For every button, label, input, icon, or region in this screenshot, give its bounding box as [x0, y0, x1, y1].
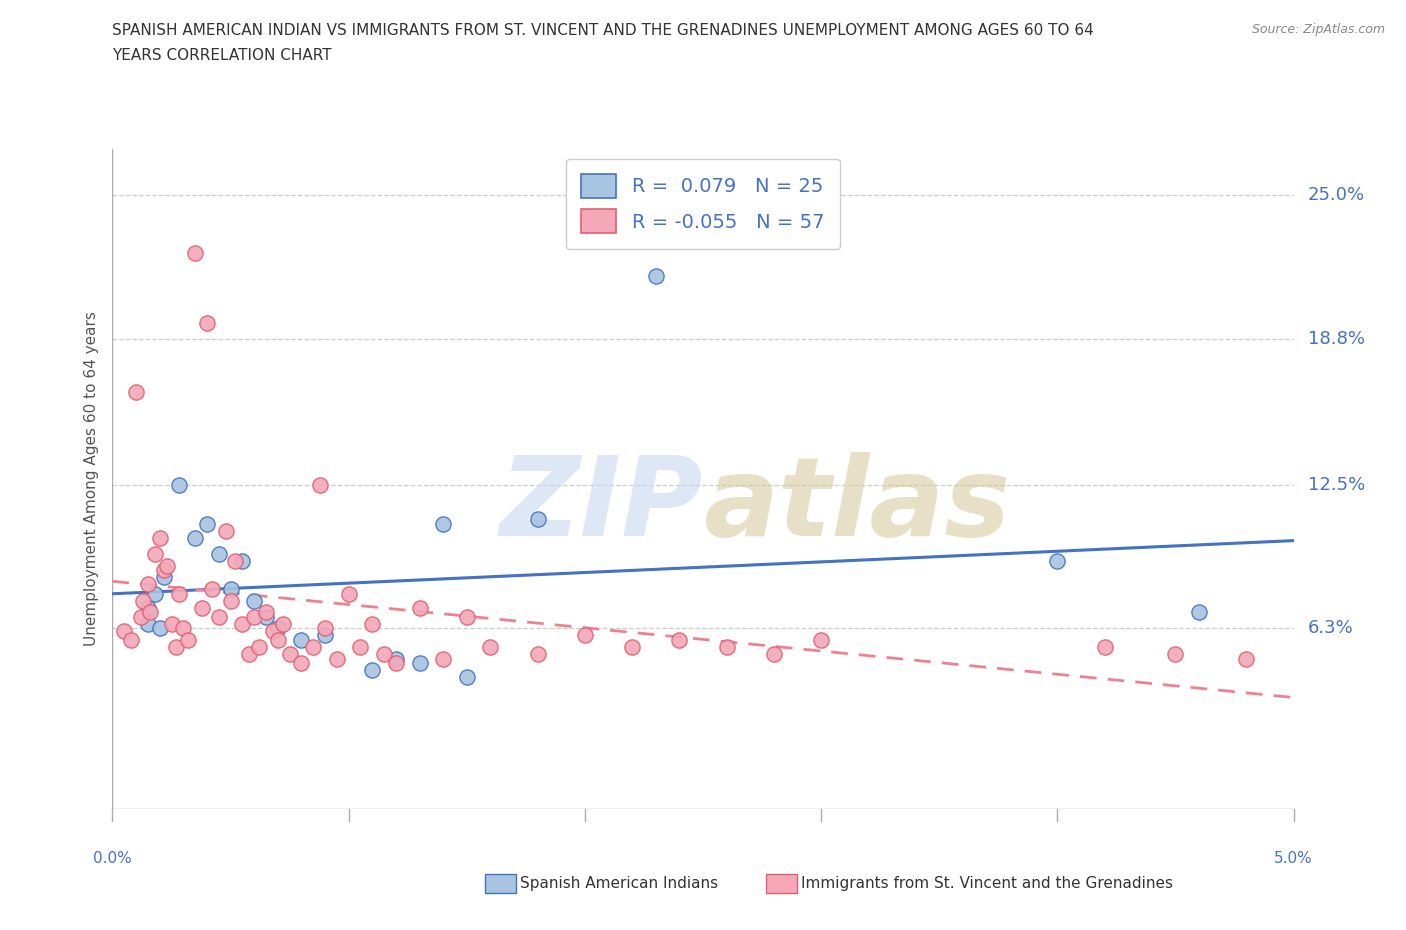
Text: 25.0%: 25.0% [1308, 186, 1365, 205]
Point [219, 581, 242, 596]
Point [479, 640, 502, 655]
Text: Source: ZipAtlas.com: Source: ZipAtlas.com [1251, 23, 1385, 36]
Point [314, 628, 336, 643]
Point [267, 621, 290, 636]
Point [112, 623, 135, 638]
Point [1094, 640, 1116, 655]
Point [136, 617, 159, 631]
Point [167, 477, 190, 492]
Text: YEARS CORRELATION CHART: YEARS CORRELATION CHART [112, 48, 332, 63]
Legend: R =  0.079   N = 25, R = -0.055   N = 57: R = 0.079 N = 25, R = -0.055 N = 57 [567, 158, 839, 248]
Point [432, 517, 454, 532]
Point [132, 593, 155, 608]
Text: 18.8%: 18.8% [1308, 330, 1365, 348]
Point [243, 593, 266, 608]
Text: 12.5%: 12.5% [1308, 476, 1365, 494]
Point [149, 531, 172, 546]
Point [208, 609, 231, 624]
Point [167, 586, 190, 601]
Point [139, 604, 162, 619]
Point [177, 632, 200, 647]
Point [668, 632, 690, 647]
Point [143, 547, 166, 562]
Point [165, 640, 187, 655]
Y-axis label: Unemployment Among Ages 60 to 64 years: Unemployment Among Ages 60 to 64 years [83, 312, 98, 646]
Point [195, 517, 218, 532]
Point [215, 524, 238, 538]
Point [302, 640, 325, 655]
Text: 6.3%: 6.3% [1308, 619, 1354, 637]
Point [153, 570, 176, 585]
Text: Immigrants from St. Vincent and the Grenadines: Immigrants from St. Vincent and the Gren… [801, 876, 1174, 891]
Point [456, 670, 478, 684]
Point [254, 609, 277, 624]
Point [267, 632, 290, 647]
Text: 0.0%: 0.0% [93, 851, 132, 866]
Point [314, 621, 336, 636]
Point [385, 656, 408, 671]
Point [195, 315, 218, 330]
Point [337, 586, 360, 601]
Point [1046, 553, 1069, 568]
Point [231, 553, 253, 568]
Point [125, 385, 148, 400]
Point [385, 651, 408, 666]
Point [526, 646, 548, 661]
Point [247, 640, 270, 655]
Point [326, 651, 349, 666]
Point [361, 617, 384, 631]
Text: atlas: atlas [703, 452, 1011, 559]
Point [191, 600, 214, 615]
Point [153, 563, 176, 578]
Point [156, 558, 179, 573]
Point [243, 609, 266, 624]
Point [290, 632, 312, 647]
Point [373, 646, 395, 661]
Point [290, 656, 312, 671]
Point [184, 246, 207, 260]
Point [143, 586, 166, 601]
Point [224, 553, 246, 568]
Point [172, 621, 194, 636]
Point [1234, 651, 1257, 666]
Point [810, 632, 832, 647]
Point [1164, 646, 1187, 661]
Point [231, 617, 253, 631]
Text: SPANISH AMERICAN INDIAN VS IMMIGRANTS FROM ST. VINCENT AND THE GRENADINES UNEMPL: SPANISH AMERICAN INDIAN VS IMMIGRANTS FR… [112, 23, 1094, 38]
Point [1188, 604, 1211, 619]
Point [184, 531, 207, 546]
Text: Spanish American Indians: Spanish American Indians [520, 876, 718, 891]
Text: ZIP: ZIP [499, 452, 703, 559]
Point [762, 646, 785, 661]
Point [574, 628, 596, 643]
Point [136, 577, 159, 591]
Point [432, 651, 454, 666]
Point [136, 600, 159, 615]
Point [408, 656, 430, 671]
Point [408, 600, 430, 615]
Point [716, 640, 738, 655]
Point [254, 604, 277, 619]
Point [149, 621, 172, 636]
Point [644, 269, 666, 284]
Point [201, 581, 224, 596]
Point [349, 640, 371, 655]
Point [456, 609, 478, 624]
Point [219, 593, 242, 608]
Point [278, 646, 301, 661]
Point [208, 547, 231, 562]
Point [129, 609, 152, 624]
Point [160, 617, 183, 631]
Point [309, 477, 332, 492]
Point [271, 617, 294, 631]
Point [120, 632, 142, 647]
Point [361, 663, 384, 678]
Text: 5.0%: 5.0% [1274, 851, 1313, 866]
Point [238, 646, 260, 661]
Point [621, 640, 644, 655]
Point [262, 623, 284, 638]
Point [526, 512, 548, 527]
